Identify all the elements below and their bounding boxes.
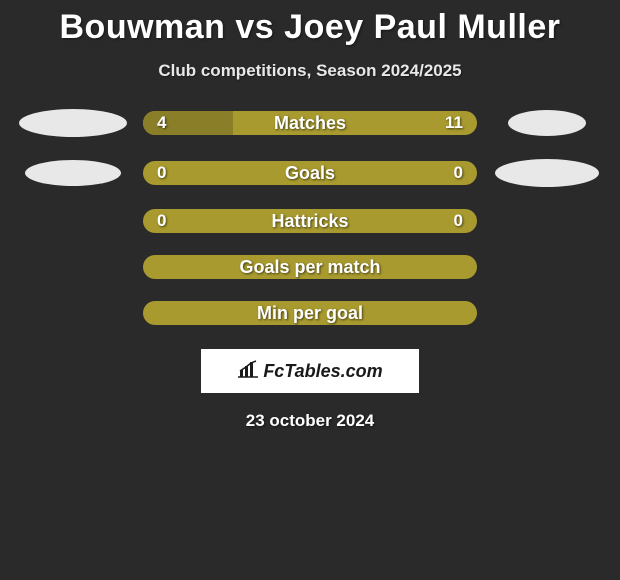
stat-label: Goals per match [239,257,380,278]
player-left-ellipse [25,160,121,186]
subtitle: Club competitions, Season 2024/2025 [158,61,461,81]
right-ellipse-slot [487,110,607,136]
stat-row: 4 Matches 11 [13,109,607,137]
player-left-ellipse [19,109,127,137]
stat-bar: Goals per match [143,255,477,279]
stat-label: Hattricks [271,211,348,232]
page-title: Bouwman vs Joey Paul Muller [60,8,561,47]
stat-value-left: 4 [157,113,166,133]
stat-row: 0 Hattricks 0 [13,209,607,233]
logo-box: FcTables.com [201,349,419,393]
stat-label: Min per goal [257,303,363,324]
stat-value-right: 0 [454,211,463,231]
stat-value-right: 11 [445,113,463,133]
stat-row: 0 Goals 0 [13,159,607,187]
stat-value-left: 0 [157,211,166,231]
logo-label: FcTables.com [263,361,382,382]
stat-rows: 4 Matches 11 0 Goals 0 0 Hattricks 0 Goals per ma… [13,109,607,347]
stat-value-right: 0 [454,163,463,183]
player-right-ellipse [495,159,599,187]
date-label: 23 october 2024 [246,411,375,431]
stat-label: Goals [285,163,335,184]
stat-bar: Min per goal [143,301,477,325]
infographic-container: Bouwman vs Joey Paul Muller Club competi… [0,0,620,431]
left-ellipse-slot [13,109,133,137]
stat-row: Min per goal [13,301,607,325]
left-ellipse-slot [13,160,133,186]
logo-text: FcTables.com [237,360,382,383]
player-right-ellipse [508,110,586,136]
stat-bar: 0 Goals 0 [143,161,477,185]
right-ellipse-slot [487,159,607,187]
stat-label: Matches [274,113,346,134]
stat-bar: 0 Hattricks 0 [143,209,477,233]
stat-bar: 4 Matches 11 [143,111,477,135]
bar-chart-icon [237,360,259,383]
stat-value-left: 0 [157,163,166,183]
stat-row: Goals per match [13,255,607,279]
